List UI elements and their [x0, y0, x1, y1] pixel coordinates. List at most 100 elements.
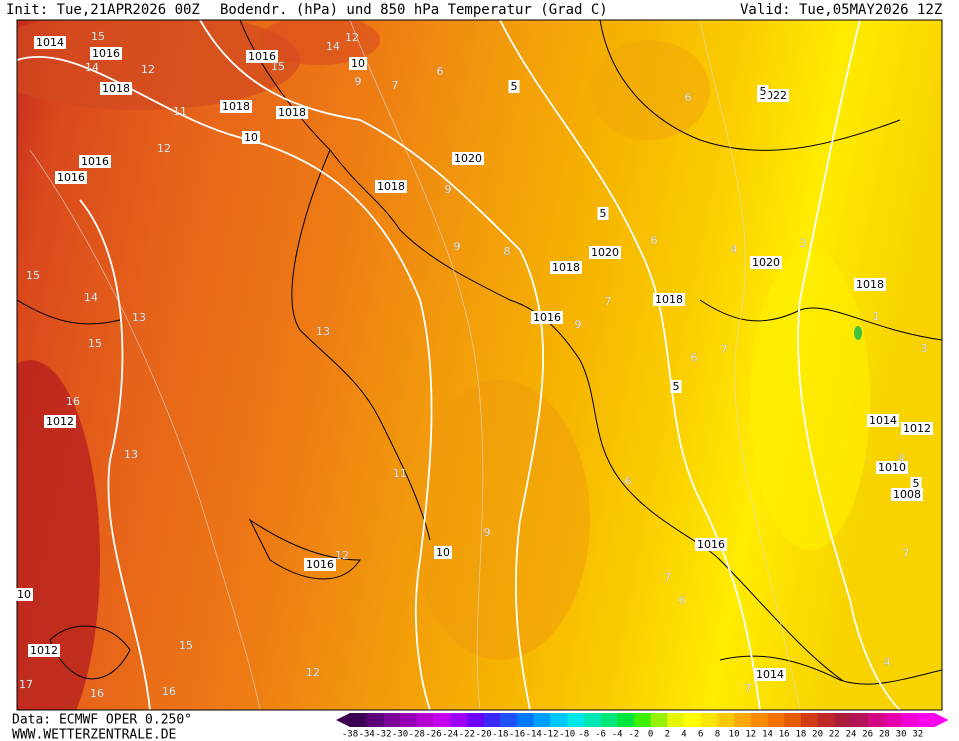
colorbar-swatch: [617, 713, 635, 727]
isobar-label-box: [901, 422, 933, 435]
colorbar-swatch: [700, 713, 718, 727]
isobar-label: 1012: [46, 415, 74, 428]
isobar-label-box: [90, 47, 122, 60]
colorbar-label: -2: [628, 730, 639, 740]
colorbar-swatch: [817, 713, 835, 727]
isotherm-label: 6: [691, 351, 698, 364]
isotherm-label: 6: [437, 65, 444, 78]
colorbar-label: 18: [795, 730, 806, 740]
isobar-label-box: [434, 546, 452, 559]
isotherm-label: 15: [88, 337, 102, 350]
isobar-label-box: [375, 180, 407, 193]
isobar-label: 1012: [30, 644, 58, 657]
colorbar-swatch: [500, 713, 518, 727]
isobar-label: 10: [17, 588, 31, 601]
isotherm-label: 14: [84, 291, 98, 304]
isobar-label: 10: [436, 546, 450, 559]
colorbar-swatch: [684, 713, 702, 727]
colorbar-label: -30: [392, 730, 408, 740]
isobar-label-box: [550, 261, 582, 274]
isotherm-label: 17: [19, 678, 33, 691]
isobar-label-box: [867, 414, 899, 427]
colorbar-label: -22: [459, 730, 475, 740]
isobar-label-box: [304, 558, 336, 571]
isobar-label-box: [220, 100, 252, 113]
colorbar-swatch: [450, 713, 468, 727]
isotherm-label: 15: [179, 639, 193, 652]
colorbar-label: 10: [729, 730, 740, 740]
isotherm-label: 9: [575, 318, 582, 331]
isobar-label-box: [597, 207, 609, 220]
isobar-label: 1016: [306, 558, 334, 571]
colorbar-label: 0: [648, 730, 653, 740]
colorbar-swatch: [600, 713, 618, 727]
colorbar-label: 32: [912, 730, 923, 740]
isobar-label-box: [79, 155, 111, 168]
isotherm-label: 12: [141, 63, 155, 76]
isobar-label: 1020: [591, 246, 619, 259]
isobar-label: 1010: [878, 461, 906, 474]
colorbar-label: 26: [862, 730, 873, 740]
isobar-label: 1020: [454, 152, 482, 165]
isotherm-label: 3: [921, 342, 928, 355]
isobar-label: 1018: [377, 180, 405, 193]
colorbar-label: 6: [698, 730, 703, 740]
colorbar-swatch: [834, 713, 852, 727]
colorbar-label: -24: [442, 730, 458, 740]
colorbar-label: 2: [665, 730, 670, 740]
isobar-label-box: [891, 488, 923, 501]
isobar-label: 1008: [893, 488, 921, 501]
colorbar-swatch: [633, 713, 652, 727]
isobar-label: 1016: [533, 311, 561, 324]
isobar-label: 10: [244, 131, 258, 144]
isobar-label-box: [876, 461, 908, 474]
isobar-label-box: [15, 588, 33, 601]
isobar-label: 1014: [36, 36, 64, 49]
colorbar-label: 16: [779, 730, 790, 740]
isotherm-label: 4: [884, 656, 891, 669]
isobar-label-box: [34, 36, 66, 49]
isobar-label-box: [670, 380, 682, 393]
isobar-label: 1016: [697, 538, 725, 551]
colorbar-label: 12: [745, 730, 756, 740]
colorbar-swatch: [567, 713, 585, 727]
isobar-label-box: [44, 415, 76, 428]
isotherm-label: 16: [162, 685, 176, 698]
colorbar-swatch: [583, 713, 601, 727]
isotherm-label: 9: [484, 526, 491, 539]
isotherm-label: 14: [326, 40, 340, 53]
colorbar-label: -12: [542, 730, 558, 740]
colorbar-swatch: [433, 713, 451, 727]
colorbar-swatch: [901, 713, 919, 727]
colorbar-label: 28: [879, 730, 890, 740]
isotherm-label: 6: [679, 594, 686, 607]
colorbar-swatch: [550, 713, 568, 727]
isotherm-label: 12: [306, 666, 320, 679]
colorbar-swatch: [416, 713, 434, 727]
colorbar-swatch: [466, 713, 485, 727]
colorbar-swatch: [667, 713, 685, 727]
isotherm-label: 13: [316, 325, 330, 338]
isotherm-label: 7: [392, 79, 399, 92]
colorbar-swatch: [800, 713, 819, 727]
colorbar-label: -26: [425, 730, 441, 740]
colorbar-label: -38: [342, 730, 358, 740]
isobar-label-box: [28, 644, 60, 657]
colorbar-label: 8: [715, 730, 720, 740]
isobar-label: 5: [913, 477, 920, 490]
colorbar-label: -8: [578, 730, 589, 740]
isotherm-label: 13: [132, 311, 146, 324]
isobar-label: 1018: [856, 278, 884, 291]
isotherm-label: 12: [157, 142, 171, 155]
isobar-label-box: [242, 131, 260, 144]
data-source: Data: ECMWF OPER 0.250°: [12, 713, 192, 728]
colorbar-swatch: [650, 713, 668, 727]
isotherm-label: 7: [721, 343, 728, 356]
isotherm-label: 6: [685, 91, 692, 104]
isobar-label: 1018: [552, 261, 580, 274]
colorbar-label: -6: [595, 730, 606, 740]
map-area: [17, 20, 942, 710]
isotherm-label: 15: [271, 60, 285, 73]
